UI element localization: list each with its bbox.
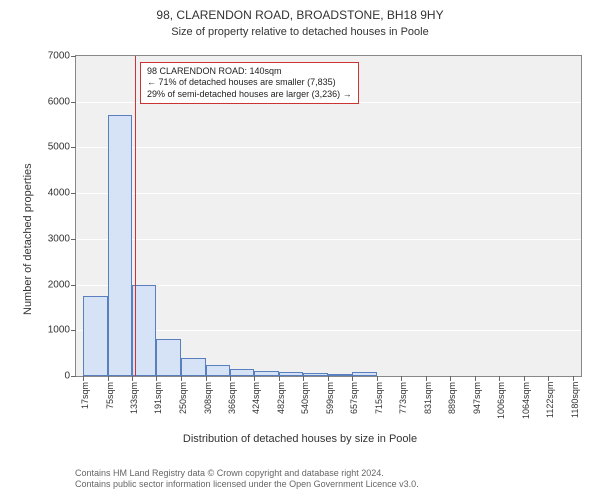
xtick-label: 1006sqm (496, 382, 506, 419)
xtick-mark (573, 376, 574, 381)
title-text: 98, CLARENDON ROAD, BROADSTONE, BH18 9HY (156, 8, 443, 22)
page-subtitle: Size of property relative to detached ho… (0, 26, 600, 38)
histogram-bar (230, 369, 254, 376)
xtick-label: 191sqm (153, 382, 163, 414)
footer-attribution: Contains HM Land Registry data © Crown c… (75, 468, 419, 491)
footer-line: Contains public sector information licen… (75, 479, 419, 490)
xtick-label: 1064sqm (521, 382, 531, 419)
xtick-mark (499, 376, 500, 381)
xtick-label: 831sqm (423, 382, 433, 414)
subtitle-text: Size of property relative to detached ho… (171, 26, 428, 38)
footer-line: Contains HM Land Registry data © Crown c… (75, 468, 419, 479)
xtick-mark (108, 376, 109, 381)
xtick-mark (426, 376, 427, 381)
xtick-label: 133sqm (129, 382, 139, 414)
annotation-line: ← 71% of detached houses are smaller (7,… (147, 77, 352, 88)
xtick-mark (279, 376, 280, 381)
histogram-bar (83, 296, 107, 376)
xtick-mark (401, 376, 402, 381)
y-axis-label-text: Number of detached properties (22, 163, 34, 315)
histogram-bar (328, 374, 352, 376)
histogram-bar (254, 371, 278, 376)
histogram-bar (303, 373, 327, 376)
xtick-mark (230, 376, 231, 381)
xtick-label: 75sqm (105, 382, 115, 409)
annotation-line: 98 CLARENDON ROAD: 140sqm (147, 66, 352, 77)
gridline (76, 193, 581, 194)
xtick-label: 657sqm (349, 382, 359, 414)
ytick-label: 0 (64, 371, 76, 382)
xtick-mark (132, 376, 133, 381)
xtick-label: 1180sqm (570, 382, 580, 418)
ytick-label: 5000 (48, 142, 76, 153)
xtick-label: 424sqm (251, 382, 261, 414)
page-title: 98, CLARENDON ROAD, BROADSTONE, BH18 9HY (0, 8, 600, 22)
xtick-label: 482sqm (276, 382, 286, 414)
xtick-label: 540sqm (300, 382, 310, 414)
xtick-label: 599sqm (325, 382, 335, 414)
xtick-mark (450, 376, 451, 381)
xtick-mark (548, 376, 549, 381)
xtick-mark (377, 376, 378, 381)
histogram-bar (206, 365, 230, 376)
xtick-label: 947sqm (472, 382, 482, 414)
xtick-label: 715sqm (374, 382, 384, 414)
xtick-mark (206, 376, 207, 381)
xtick-mark (352, 376, 353, 381)
x-axis-label-text: Distribution of detached houses by size … (183, 433, 417, 445)
xtick-label: 773sqm (398, 382, 408, 414)
gridline (76, 239, 581, 240)
xtick-label: 308sqm (203, 382, 213, 414)
x-axis-label: Distribution of detached houses by size … (0, 433, 600, 445)
histogram-bar (279, 372, 303, 376)
xtick-mark (475, 376, 476, 381)
gridline (76, 147, 581, 148)
ytick-label: 7000 (48, 51, 76, 62)
annotation-box: 98 CLARENDON ROAD: 140sqm← 71% of detach… (140, 62, 359, 104)
xtick-mark (156, 376, 157, 381)
xtick-label: 889sqm (447, 382, 457, 414)
xtick-label: 250sqm (178, 382, 188, 414)
ytick-label: 4000 (48, 188, 76, 199)
ytick-label: 1000 (48, 325, 76, 336)
histogram-bar (352, 372, 376, 376)
histogram-bar (108, 115, 132, 376)
ytick-label: 2000 (48, 279, 76, 290)
xtick-mark (83, 376, 84, 381)
y-axis-label: Number of detached properties (22, 163, 34, 315)
chart-root: 98, CLARENDON ROAD, BROADSTONE, BH18 9HY… (0, 0, 600, 500)
xtick-mark (328, 376, 329, 381)
ytick-label: 6000 (48, 96, 76, 107)
histogram-bar (156, 339, 180, 376)
ytick-label: 3000 (48, 233, 76, 244)
reference-line (135, 56, 136, 376)
histogram-bar (181, 358, 205, 376)
xtick-label: 1122sqm (545, 382, 555, 418)
xtick-label: 17sqm (80, 382, 90, 409)
xtick-mark (524, 376, 525, 381)
xtick-mark (303, 376, 304, 381)
annotation-line: 29% of semi-detached houses are larger (… (147, 89, 352, 100)
xtick-mark (254, 376, 255, 381)
xtick-mark (181, 376, 182, 381)
xtick-label: 366sqm (227, 382, 237, 414)
